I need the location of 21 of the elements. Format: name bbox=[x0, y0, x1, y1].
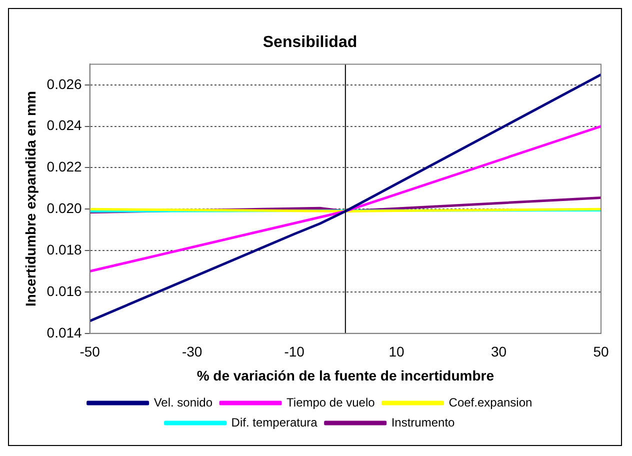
x-tick-label: -30 bbox=[182, 344, 202, 360]
x-tick-label: -10 bbox=[284, 344, 305, 360]
chart-title: Sensibilidad bbox=[262, 34, 358, 52]
y-tick-label: 0.018 bbox=[46, 241, 82, 258]
y-tick-label: 0.020 bbox=[46, 200, 82, 216]
y-tick-label: 0.022 bbox=[46, 158, 82, 175]
legend-label: Vel. sonido bbox=[154, 395, 213, 410]
y-tick-label: 0.016 bbox=[46, 282, 82, 299]
x-tick-label: 50 bbox=[593, 344, 609, 360]
x-axis-title: % de variación de la fuente de incertidumbre bbox=[196, 367, 494, 384]
legend-label: Dif. temperatura bbox=[231, 415, 318, 430]
legend-label: Instrumento bbox=[391, 415, 456, 430]
y-tick-label: 0.026 bbox=[46, 76, 82, 92]
x-tick-label: -50 bbox=[80, 344, 100, 360]
y-tick-label: 0.024 bbox=[46, 117, 82, 134]
x-tick-label: 30 bbox=[490, 344, 507, 360]
legend-label: Coef.expansion bbox=[448, 395, 532, 410]
x-tick-label: 10 bbox=[388, 344, 405, 360]
legend-label: Tiempo de vuelo bbox=[286, 395, 376, 410]
y-tick-label: 0.014 bbox=[46, 324, 82, 340]
y-axis-title: Incertidumbre expandida en mm bbox=[22, 91, 38, 307]
